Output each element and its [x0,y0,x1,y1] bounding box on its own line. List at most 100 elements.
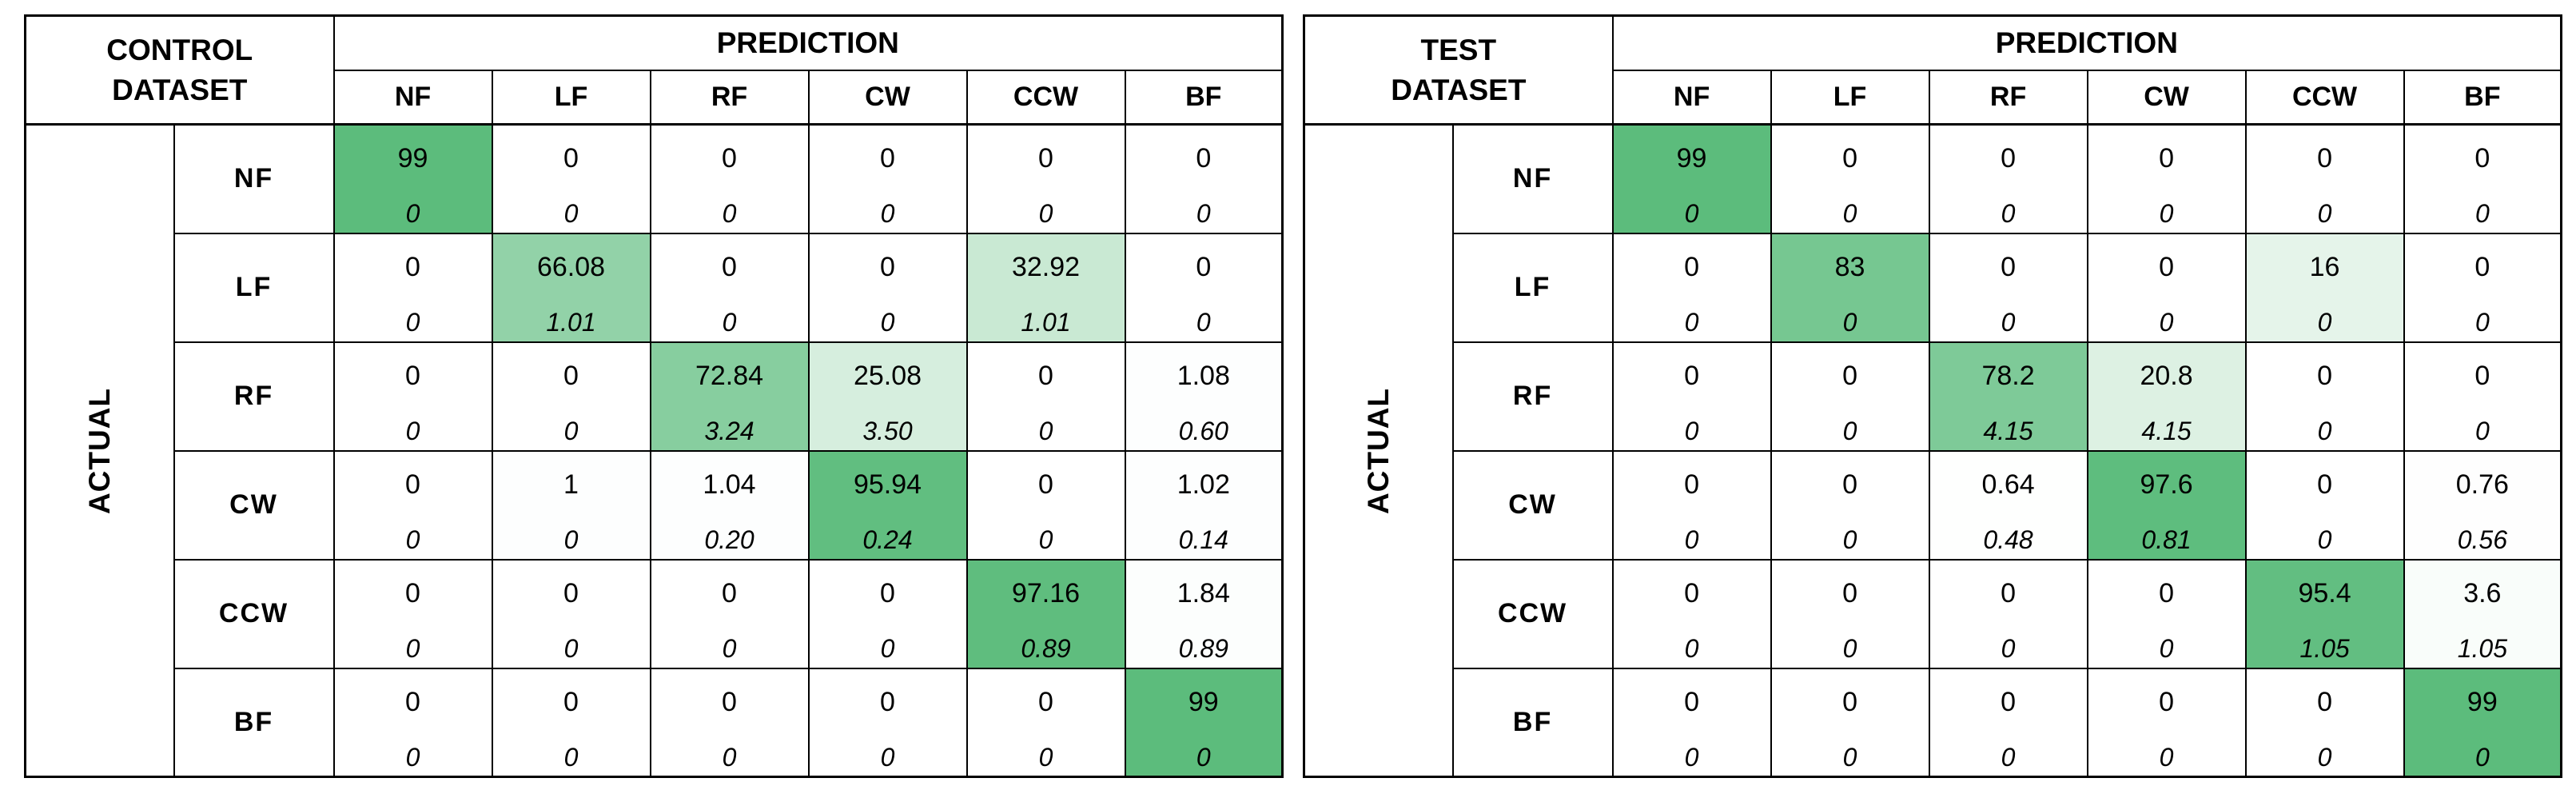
matrix-row-ccw: CCW 0 0 0 0 0 0 0 0 95.4 1.05 3.6 1.05 [1304,558,2562,669]
cell-mean-value: 0 [1842,361,1858,391]
row-header-ccw: CCW [173,558,335,669]
cell-mean-value: 99 [397,143,428,174]
cell-std-value: 0.60 [1178,417,1228,445]
actual-axis-label: ACTUAL [1303,123,1454,778]
actual-axis-label-text: ACTUAL [1361,387,1395,514]
cell-mean-value: 1.04 [703,469,756,500]
cell-mean-value: 0 [1038,686,1053,717]
cell-mean-value: 97.6 [2140,469,2193,500]
cell-std-value: 0.48 [1983,525,2033,554]
actual-axis-label-text: ACTUAL [82,387,116,514]
matrix-cell: 95.94 0.24 [807,449,968,561]
cell-mean-value: 0 [1038,143,1053,174]
cell-std-value: 0 [2001,308,2016,337]
matrix-cell: 20.8 4.15 [2086,341,2247,452]
cell-std-value: 0 [1684,199,1699,229]
test-col-header-cw: CW [2086,69,2247,126]
cell-mean-value: 0 [2159,578,2175,608]
cell-mean-value: 32.92 [1011,252,1081,282]
cell-std-value: 0.14 [1178,525,1228,554]
matrix-row-ccw: CCW 0 0 0 0 0 0 0 0 97.16 0.89 1.84 0.89 [26,558,1284,669]
cell-mean-value: 1.84 [1177,578,1230,608]
confusion-matrices-wrap: CONTROL DATASET PREDICTION NF LF RF CW C… [24,14,2563,778]
cell-mean-value: 0 [2317,686,2333,717]
row-header-cw: CW [1451,449,1614,561]
control-col-header-cw: CW [807,69,968,126]
cell-mean-value: 0 [2317,143,2333,174]
cell-std-value: 1.05 [2457,634,2507,663]
cell-std-value: 4.15 [1983,417,2033,445]
cell-std-value: 0 [2159,634,2174,663]
cell-std-value: 0 [1196,308,1211,337]
matrix-cell: 97.6 0.81 [2086,449,2247,561]
actual-axis-label: ACTUAL [24,123,175,778]
cell-std-value: 0.56 [2457,525,2507,554]
cell-mean-value: 99 [1676,143,1707,174]
cell-std-value: 0 [2474,742,2490,772]
cell-std-value: 0 [2317,742,2332,772]
cell-mean-value: 0 [1684,578,1700,608]
row-header-cw: CW [173,449,335,561]
cell-mean-value: 0 [1842,578,1858,608]
row-header-rf: RF [173,341,335,452]
matrix-cell: 66.08 1.01 [491,232,651,343]
cell-std-value: 0 [405,308,420,337]
cell-std-value: 1.01 [546,308,596,337]
cell-std-value: 0 [1038,525,1053,554]
control-prediction-header: PREDICTION [332,14,1284,71]
cell-mean-value: 0 [1842,469,1858,500]
test-col-header-bf: BF [2403,69,2562,126]
cell-std-value: 0.89 [1021,634,1071,663]
cell-mean-value: 1 [563,469,579,500]
test-dataset-title: TEST DATASET [1303,14,1614,126]
cell-std-value: 0 [1842,742,1857,772]
cell-std-value: 0 [405,742,420,772]
matrix-cell: 1.84 0.89 [1124,558,1284,669]
cell-std-value: 0 [722,308,737,337]
matrix-cell: 99 0 [1124,667,1284,778]
test-col-header-ccw: CCW [2244,69,2405,126]
cell-std-value: 4.15 [2141,417,2192,445]
cell-mean-value: 1.08 [1177,361,1230,391]
matrix-row-lf: LF 0 0 66.08 1.01 0 0 0 0 32.92 1.01 0 0 [26,232,1284,343]
cell-std-value: 0 [1842,308,1857,337]
cell-mean-value: 1.02 [1177,469,1230,500]
matrix-cell: 1.08 0.60 [1124,341,1284,452]
cell-std-value: 1.01 [1021,308,1071,337]
cell-std-value: 1.05 [2299,634,2350,663]
test-col-header-nf: NF [1611,69,1772,126]
control-dataset-title-text: CONTROL DATASET [106,33,253,106]
cell-std-value: 0 [722,634,737,663]
cell-mean-value: 0 [2001,578,2017,608]
cell-mean-value: 0 [1842,143,1858,174]
test-col-header-rf: RF [1928,69,2088,126]
control-col-header-rf: RF [649,69,810,126]
cell-mean-value: 83 [1834,252,1865,282]
matrix-cell: 95.4 1.05 [2244,558,2405,669]
cell-std-value: 0 [880,199,895,229]
cell-mean-value: 0 [722,686,737,717]
